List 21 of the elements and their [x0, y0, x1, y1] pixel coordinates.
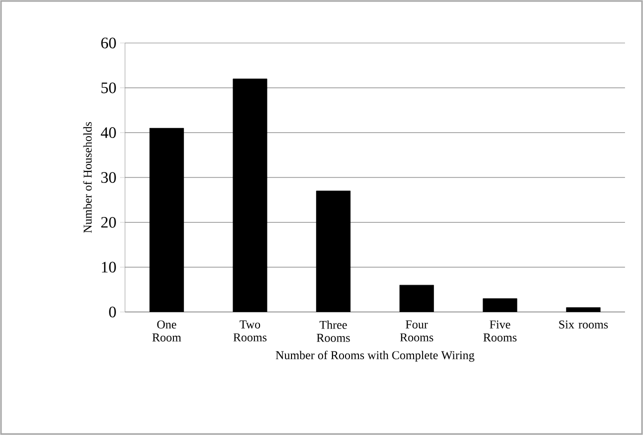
- bar: [316, 190, 351, 312]
- x-tick-label: One Room: [152, 320, 182, 342]
- x-tick-label: Two Rooms: [233, 320, 267, 342]
- bar: [482, 298, 518, 312]
- x-tick-label: Six rooms: [559, 320, 608, 329]
- y-tick-label: 10: [102, 262, 116, 273]
- bar: [149, 128, 184, 312]
- bar: [566, 307, 601, 312]
- x-axis-title: Number of Rooms with Complete Wiring: [276, 350, 474, 362]
- y-tick-label: 0: [109, 306, 116, 318]
- bar: [232, 78, 268, 312]
- y-axis-title: Number of Households: [83, 122, 92, 233]
- bar: [399, 284, 434, 312]
- y-tick-label: 30: [101, 172, 116, 183]
- y-tick-label: 60: [101, 38, 116, 48]
- x-tick-label: Three Rooms: [316, 320, 350, 342]
- y-tick-label: 40: [100, 127, 116, 138]
- x-tick-label: Four Rooms: [400, 320, 434, 342]
- x-tick-label: Five Rooms: [483, 320, 517, 342]
- y-tick-label: 20: [101, 216, 116, 228]
- y-tick-label: 50: [101, 82, 116, 94]
